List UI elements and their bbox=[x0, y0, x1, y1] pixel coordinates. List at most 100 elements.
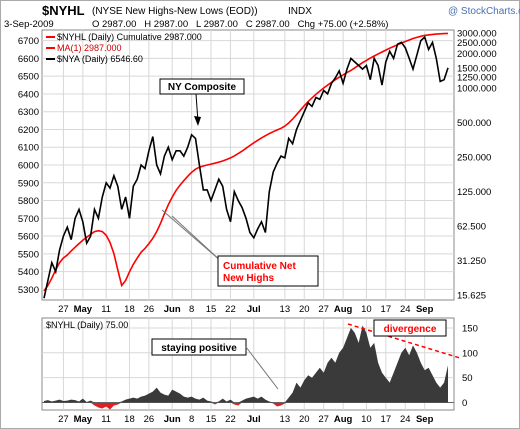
right-axis-tick-label: 125.000 bbox=[457, 187, 491, 198]
left-axis-tick-label: 5400 bbox=[18, 267, 39, 278]
x-axis-tick-label: 11 bbox=[101, 304, 111, 315]
left-axis-tick-label: 5500 bbox=[18, 249, 39, 260]
indicator-tick-label: 100 bbox=[462, 348, 478, 359]
x-axis-tick-label: 15 bbox=[206, 414, 217, 425]
left-axis-tick-label: 5600 bbox=[18, 232, 39, 243]
indicator-tick-label: 150 bbox=[462, 323, 478, 334]
exchange-label: INDX bbox=[288, 6, 312, 17]
x-axis-tick-label: Jul bbox=[247, 304, 261, 315]
right-axis-tick-label: 2500.000 bbox=[457, 38, 497, 49]
right-axis-tick-label: 250.000 bbox=[457, 153, 491, 164]
right-axis-tick-label: 1000.000 bbox=[457, 83, 497, 94]
x-axis-tick-label: 11 bbox=[101, 414, 111, 425]
x-axis-tick-label: 27 bbox=[318, 414, 329, 425]
x-axis-tick-label: 20 bbox=[299, 304, 310, 315]
x-axis-tick-label: 27 bbox=[318, 304, 329, 315]
x-axis-tick-label: 22 bbox=[225, 304, 236, 315]
x-axis-tick-label: 13 bbox=[280, 304, 291, 315]
indicator-title: $NYHL (Daily) 75.00 bbox=[46, 320, 128, 330]
x-axis-tick-label: 13 bbox=[280, 414, 291, 425]
indicator-x-axis-labels: 27 May 11 18 26 Jun 8 15 22 Jul 13 20 27 Aug 10 17 24 Sep bbox=[58, 414, 433, 425]
x-axis-tick-label: 10 bbox=[361, 304, 372, 315]
x-axis-tick-label: 18 bbox=[124, 414, 135, 425]
nyhl-daily-area bbox=[42, 325, 454, 410]
staying-positive-label: staying positive bbox=[161, 343, 237, 354]
right-axis-tick-label: 3000.000 bbox=[457, 29, 497, 40]
left-axis-tick-label: 6000 bbox=[18, 161, 39, 172]
x-axis-tick-label: 27 bbox=[58, 414, 69, 425]
cumulative-label-line1: Cumulative Net bbox=[223, 261, 296, 272]
ny-composite-annotation: NY Composite bbox=[159, 78, 245, 126]
left-axis-tick-label: 6500 bbox=[18, 72, 39, 83]
left-axis-tick-label: 5700 bbox=[18, 214, 39, 225]
right-axis-tick-label: 1500.000 bbox=[457, 63, 497, 74]
price-x-axis-labels: 27 May 11 18 26 Jun 8 15 22 Jul 13 20 27 Aug 10 17 24 Sep bbox=[58, 304, 433, 315]
x-axis-tick-label: 26 bbox=[144, 304, 155, 315]
left-axis-tick-label: 6700 bbox=[18, 36, 39, 47]
left-axis-tick-label: 5300 bbox=[18, 285, 39, 296]
left-axis-tick-label: 5800 bbox=[18, 196, 39, 207]
nyhl-positive-area bbox=[44, 325, 448, 403]
left-axis-tick-label: 6400 bbox=[18, 89, 39, 100]
date-label: 3-Sep-2009 bbox=[4, 19, 54, 30]
symbol-label: $NYHL bbox=[42, 3, 85, 18]
left-axis-ticks: 5300 5400 5500 5600 5700 5800 5900 6000 6100 6200… bbox=[18, 36, 39, 296]
divergence-label: divergence bbox=[384, 324, 437, 335]
price-gridlines bbox=[42, 30, 454, 300]
x-axis-tick-label: Aug bbox=[334, 304, 353, 315]
x-axis-tick-label: 18 bbox=[124, 304, 135, 315]
x-axis-tick-label: May bbox=[74, 414, 93, 425]
left-axis-tick-label: 6200 bbox=[18, 125, 39, 136]
x-axis-tick-label: 17 bbox=[381, 414, 392, 425]
divergence-line bbox=[347, 323, 461, 359]
divergence-box bbox=[373, 319, 447, 337]
x-axis-tick-label: 24 bbox=[400, 414, 411, 425]
indicator-y-axis-ticks: 0 50 100 150 bbox=[462, 323, 478, 409]
x-axis-tick-label: Jul bbox=[247, 414, 261, 425]
x-axis-tick-label: Aug bbox=[334, 414, 353, 425]
cumulative-box bbox=[217, 255, 319, 287]
indicator-tick-label: 50 bbox=[462, 373, 473, 384]
x-axis-tick-label: Sep bbox=[416, 304, 434, 315]
right-axis-tick-label: 2000.000 bbox=[457, 49, 497, 60]
ny-composite-arrowhead bbox=[194, 116, 201, 126]
x-axis-tick-label: 15 bbox=[206, 304, 217, 315]
cumulative-net-new-highs-line bbox=[43, 32, 449, 292]
x-axis-tick-label: Jun bbox=[164, 304, 181, 315]
left-axis-tick-label: 6600 bbox=[18, 54, 39, 65]
ny-composite-box bbox=[159, 78, 245, 95]
cumulative-label-line2: New Highs bbox=[223, 273, 275, 284]
legend: $NYHL (Daily) Cumulative 2987.000 MA(1) … bbox=[46, 32, 202, 64]
x-axis-tick-label: 22 bbox=[225, 414, 236, 425]
right-axis-tick-label: 62.500 bbox=[457, 222, 486, 233]
indicator-tick-label: 0 bbox=[462, 398, 467, 409]
x-axis-tick-label: 26 bbox=[144, 414, 155, 425]
nya-price-line bbox=[43, 35, 449, 299]
left-axis-tick-label: 5900 bbox=[18, 178, 39, 189]
right-axis-tick-label: 1250.000 bbox=[457, 72, 497, 83]
x-axis-tick-label: 20 bbox=[299, 414, 310, 425]
right-axis-tick-label: 500.000 bbox=[457, 118, 491, 129]
right-axis-tick-label: 15.625 bbox=[457, 291, 486, 302]
x-axis-tick-label: Jun bbox=[164, 414, 181, 425]
ohlc-readout: O 2987.00 H 2987.00 L 2987.00 C 2987.00 … bbox=[92, 19, 388, 30]
right-axis-tick-label: 31.250 bbox=[457, 256, 486, 267]
left-axis-tick-label: 6300 bbox=[18, 107, 39, 118]
cumulative-pointer-2 bbox=[171, 215, 223, 263]
cumulative-annotation: Cumulative Net New Highs bbox=[161, 209, 319, 287]
x-axis-tick-label: 24 bbox=[400, 304, 411, 315]
legend-item-cumulative: $NYHL (Daily) Cumulative 2987.000 bbox=[57, 32, 202, 42]
legend-item-ma: MA(1) 2987.000 bbox=[57, 43, 122, 53]
legend-item-nya: $NYA (Daily) 6546.60 bbox=[57, 54, 143, 64]
ny-composite-label: NY Composite bbox=[168, 82, 237, 93]
left-axis-tick-label: 6100 bbox=[18, 143, 39, 154]
staying-positive-annotation: staying positive bbox=[151, 338, 279, 390]
x-axis-tick-label: 17 bbox=[381, 304, 392, 315]
staying-positive-pointer bbox=[245, 346, 279, 390]
divergence-annotation: divergence bbox=[347, 319, 461, 359]
x-axis-tick-label: 10 bbox=[361, 414, 372, 425]
x-axis-tick-label: May bbox=[74, 304, 93, 315]
